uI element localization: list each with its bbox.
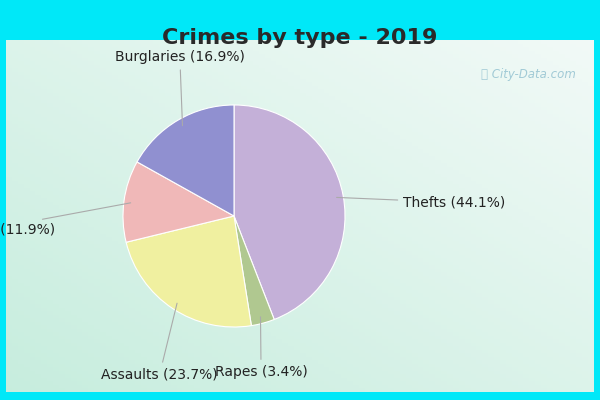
- Text: Burglaries (16.9%): Burglaries (16.9%): [115, 50, 245, 126]
- Wedge shape: [123, 162, 234, 242]
- Text: Crimes by type - 2019: Crimes by type - 2019: [163, 28, 437, 48]
- Wedge shape: [126, 216, 251, 327]
- Text: Auto thefts (11.9%): Auto thefts (11.9%): [0, 203, 131, 236]
- Wedge shape: [234, 216, 274, 326]
- Text: Assaults (23.7%): Assaults (23.7%): [101, 303, 218, 382]
- Wedge shape: [137, 105, 234, 216]
- Text: Thefts (44.1%): Thefts (44.1%): [337, 196, 505, 210]
- Text: ⓘ City-Data.com: ⓘ City-Data.com: [481, 68, 577, 81]
- Text: Rapes (3.4%): Rapes (3.4%): [215, 317, 307, 379]
- Wedge shape: [234, 105, 345, 320]
